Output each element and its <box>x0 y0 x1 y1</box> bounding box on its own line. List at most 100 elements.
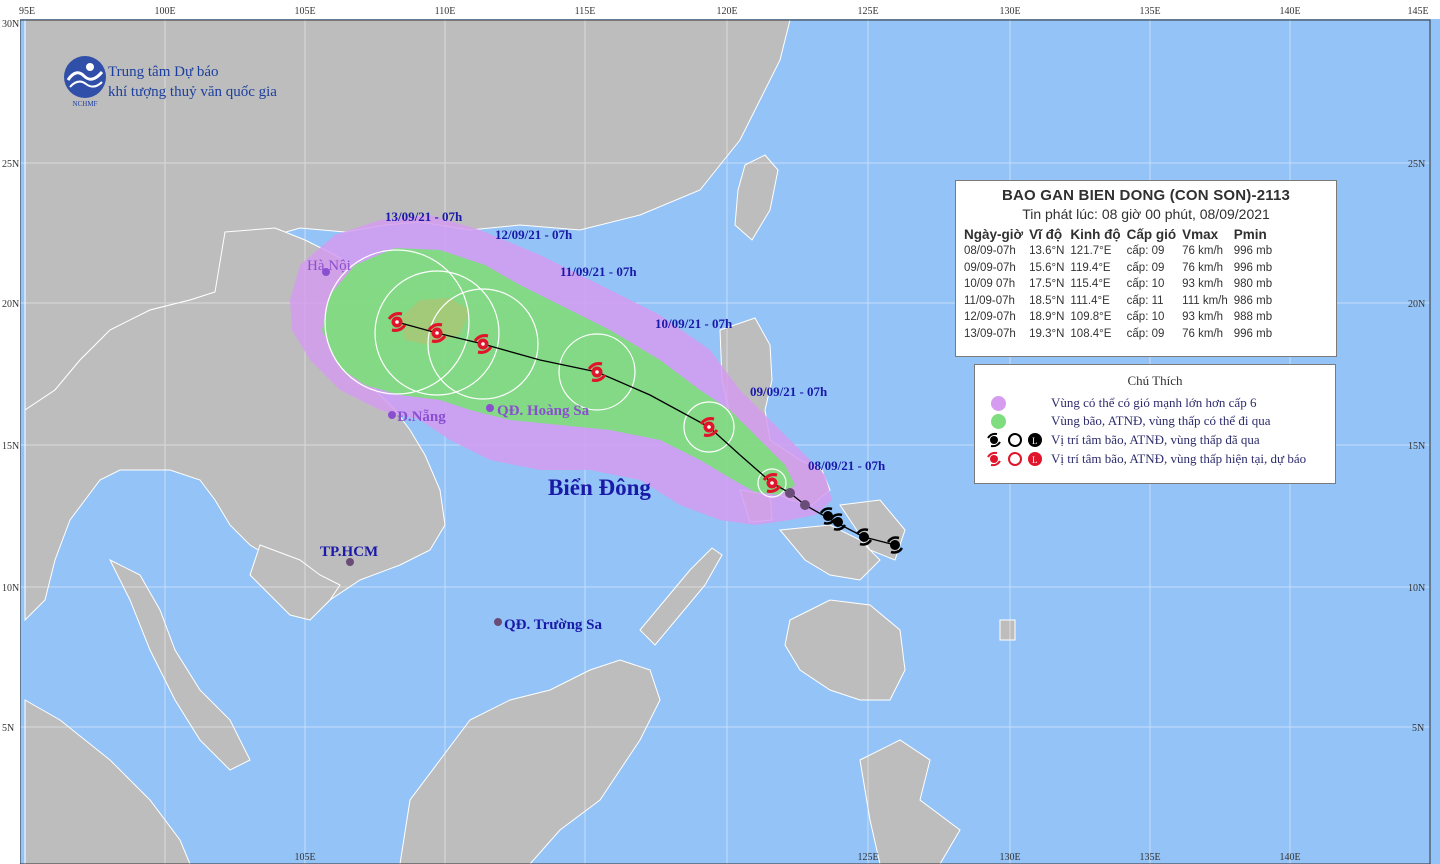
table-cell: 76 km/h <box>1182 245 1224 258</box>
table-cell: 988 mb <box>1233 311 1273 324</box>
forecast-storm-icon <box>699 417 719 437</box>
lon-label: 100E <box>154 6 175 17</box>
hanoi-marker <box>322 268 330 276</box>
current-symbols-icon: L <box>987 451 1042 467</box>
lon-label: 145E <box>1407 6 1428 17</box>
table-cell: cấp: 11 <box>1126 294 1164 307</box>
logo-text: NCHMF <box>73 100 98 108</box>
date-label-08: 08/09/21 - 07h <box>808 458 886 473</box>
hcm-label: TP.HCM <box>320 544 378 560</box>
lat-label: 25N <box>1408 159 1425 170</box>
storm-zone-swatch <box>991 413 1006 429</box>
table-cell: 986 mb <box>1233 294 1273 307</box>
past-low-icon <box>800 500 810 510</box>
issue-time: Tin phát lúc: 08 giờ 00 phút, 08/09/2021 <box>1022 206 1270 222</box>
legend-item-label: Vị trí tâm bão, ATNĐ, vùng thấp hiện tại… <box>1051 451 1307 466</box>
table-cell: 11/09-07h <box>964 294 1015 307</box>
table-cell: 996 mb <box>1233 245 1273 258</box>
table-cell: 09/09-07h <box>964 261 1016 274</box>
table-cell: 12/09-07h <box>964 311 1016 324</box>
lat-label: 25N <box>2 159 19 170</box>
table-cell: 980 mb <box>1233 278 1273 291</box>
hoangsa-marker <box>486 404 494 412</box>
legend-item-label: Vùng bão, ATNĐ, vùng thấp có thể đi qua <box>1051 413 1271 428</box>
storm-title: BAO GAN BIEN DONG (CON SON)-2113 <box>1001 187 1291 204</box>
past-low-icon <box>785 488 795 498</box>
lon-label: 140E <box>1279 6 1300 17</box>
lat-label: 15N <box>1408 441 1425 452</box>
col-header: Pmin <box>1233 227 1267 242</box>
hanoi-label: Hà Nội <box>307 258 351 274</box>
forecast-storm-icon <box>762 473 782 493</box>
lon-label: 105E <box>294 6 315 17</box>
lon-label: 140E <box>1279 852 1300 863</box>
past-storm-symbols <box>785 488 904 554</box>
lon-label: 95E <box>19 6 35 17</box>
date-label-10: 10/09/21 - 07h <box>655 316 733 331</box>
table-cell: 13/09-07h <box>964 327 1016 340</box>
uncertainty-circles <box>324 249 787 498</box>
table-row: 08/09-07h 13.6°N 121.7°E cấp: 09 76 km/h… <box>964 243 1278 260</box>
legend-item-past: L Vị trí tâm bão, ATNĐ, vùng thấp đã qua <box>985 431 1260 449</box>
agency-name: Trung tâm Dự báo khí tượng thuỷ văn quốc… <box>108 62 277 102</box>
legend-item-wind-zone: Vùng có thể có gió mạnh lớn hơn cấp 6 <box>985 394 1256 412</box>
past-storm-icon <box>886 536 904 554</box>
table-cell: 76 km/h <box>1182 261 1224 274</box>
storm-core <box>400 298 470 345</box>
col-header: Ngày-giờ <box>964 227 1024 242</box>
lon-label: 125E <box>857 852 878 863</box>
lon-label: 130E <box>999 6 1020 17</box>
forecast-storm-icon <box>427 323 447 343</box>
table-row: 13/09-07h 19.3°N 108.4°E cấp: 09 76 km/h… <box>964 326 1278 343</box>
forecast-table: Ngày-giờ Vĩ độ Kinh độ Cấp gió Vmax Pmin… <box>964 226 1278 342</box>
table-cell: cấp: 10 <box>1126 278 1165 291</box>
agency-line-2: khí tượng thuỷ văn quốc gia <box>108 84 277 100</box>
table-cell: 996 mb <box>1233 327 1273 340</box>
date-label-13: 13/09/21 - 07h <box>385 209 463 224</box>
table-cell: 121.7°E <box>1070 245 1112 258</box>
lon-label: 115E <box>575 6 596 17</box>
danang-marker <box>388 411 396 419</box>
lon-label: 125E <box>857 6 878 17</box>
table-cell: 15.6°N <box>1029 261 1065 274</box>
lat-axis: 30N 25N 20N 15N 10N 5N 25N 20N 15N 10N 5… <box>2 19 1425 734</box>
table-cell: 10/09 07h <box>964 278 1016 291</box>
table-cell: 115.4°E <box>1070 278 1111 291</box>
places: Hà Nội Đ.Nẵng QĐ. Hoàng Sa TP.HCM QĐ. Tr… <box>307 258 651 633</box>
table-row: 09/09-07h 15.6°N 119.4°E cấp: 09 76 km/h… <box>964 260 1278 277</box>
sea-label: Biển Đông <box>548 475 651 500</box>
svg-text:L: L <box>1032 436 1038 446</box>
table-cell: 76 km/h <box>1182 327 1224 340</box>
table-cell: 19.3°N <box>1029 327 1065 340</box>
lat-label: 5N <box>2 723 14 734</box>
table-cell: 996 mb <box>1233 261 1273 274</box>
nchmf-logo: NCHMF <box>64 56 106 108</box>
forecast-date-labels: 13/09/21 - 07h 12/09/21 - 07h 11/09/21 -… <box>385 209 886 473</box>
hcm-marker <box>346 558 354 566</box>
lon-label: 110E <box>435 6 456 17</box>
wind-zone-swatch <box>991 395 1006 411</box>
col-header: Vĩ độ <box>1029 227 1063 242</box>
forecast-storm-icon <box>387 312 407 332</box>
legend-item-storm-zone: Vùng bão, ATNĐ, vùng thấp có thể đi qua <box>985 412 1271 430</box>
table-cell: cấp: 09 <box>1126 245 1165 258</box>
table-cell: 08/09-07h <box>964 245 1016 258</box>
lat-label: 30N <box>2 19 19 30</box>
lon-label: 105E <box>294 852 315 863</box>
date-label-09: 09/09/21 - 07h <box>750 384 828 399</box>
storm-info-box: BAO GAN BIEN DONG (CON SON)-2113 Tin phá… <box>955 180 1337 357</box>
svg-text:L: L <box>1032 455 1038 465</box>
forecast-storm-icon <box>473 334 493 354</box>
legend-item-label: Vùng có thể có gió mạnh lớn hơn cấp 6 <box>1051 395 1257 410</box>
table-cell: 111.4°E <box>1070 294 1110 307</box>
legend-title: Chú Thích <box>1127 373 1183 388</box>
legend-item-current: L Vị trí tâm bão, ATNĐ, vùng thấp hiện t… <box>985 450 1306 468</box>
left-axis-band <box>0 0 20 864</box>
lat-label: 10N <box>2 583 19 594</box>
table-cell: 111 km/h <box>1182 294 1228 307</box>
table-cell: cấp: 09 <box>1126 327 1165 340</box>
forecast-storm-symbols <box>387 312 782 493</box>
lat-label: 20N <box>1408 299 1425 310</box>
date-label-11: 11/09/21 - 07h <box>560 264 637 279</box>
past-storm-icon <box>855 528 873 546</box>
